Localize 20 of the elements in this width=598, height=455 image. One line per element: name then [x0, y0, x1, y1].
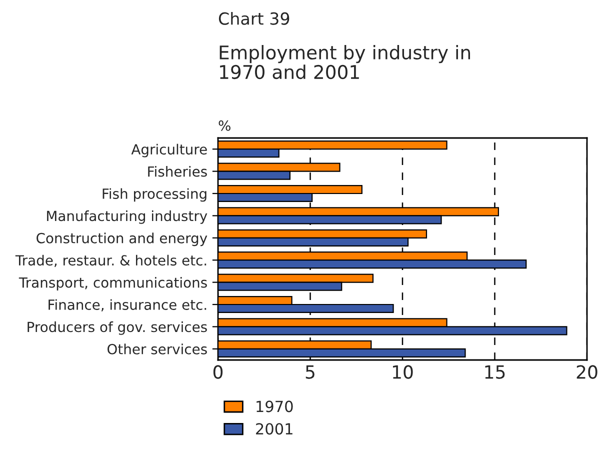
y-tick-label: Agriculture [131, 144, 207, 158]
x-tick-label: 10 [392, 365, 413, 379]
x-tick-label: 15 [485, 365, 505, 379]
x-tick-label: 0 [213, 365, 223, 379]
y-tick-label: Construction and energy [36, 232, 208, 246]
y-tick-label: Manufacturing industry [47, 210, 208, 224]
y-tick-label: Transport, communications [18, 277, 207, 290]
x-tick-label: 20 [576, 365, 598, 379]
y-tick-label: Finance, insurance etc. [48, 299, 206, 312]
legend-label: 2001 [256, 423, 292, 435]
y-tick-label: Producers of gov. services [28, 321, 207, 335]
y-tick-label: Other services [108, 344, 207, 354]
y-tick-label: Trade, restaur. & hotels etc. [15, 254, 206, 267]
y-tick-label: Fish processing [102, 188, 206, 202]
x-axis-title: % [218, 120, 230, 131]
y-tick-label: Fisheries [148, 166, 207, 177]
chart-subtitle: Employment by industry in 1970 and 2001 [220, 45, 470, 80]
legend-label: 1970 [256, 400, 293, 412]
chart-title: Chart 39 [218, 12, 290, 25]
x-tick-label: 5 [306, 365, 314, 379]
